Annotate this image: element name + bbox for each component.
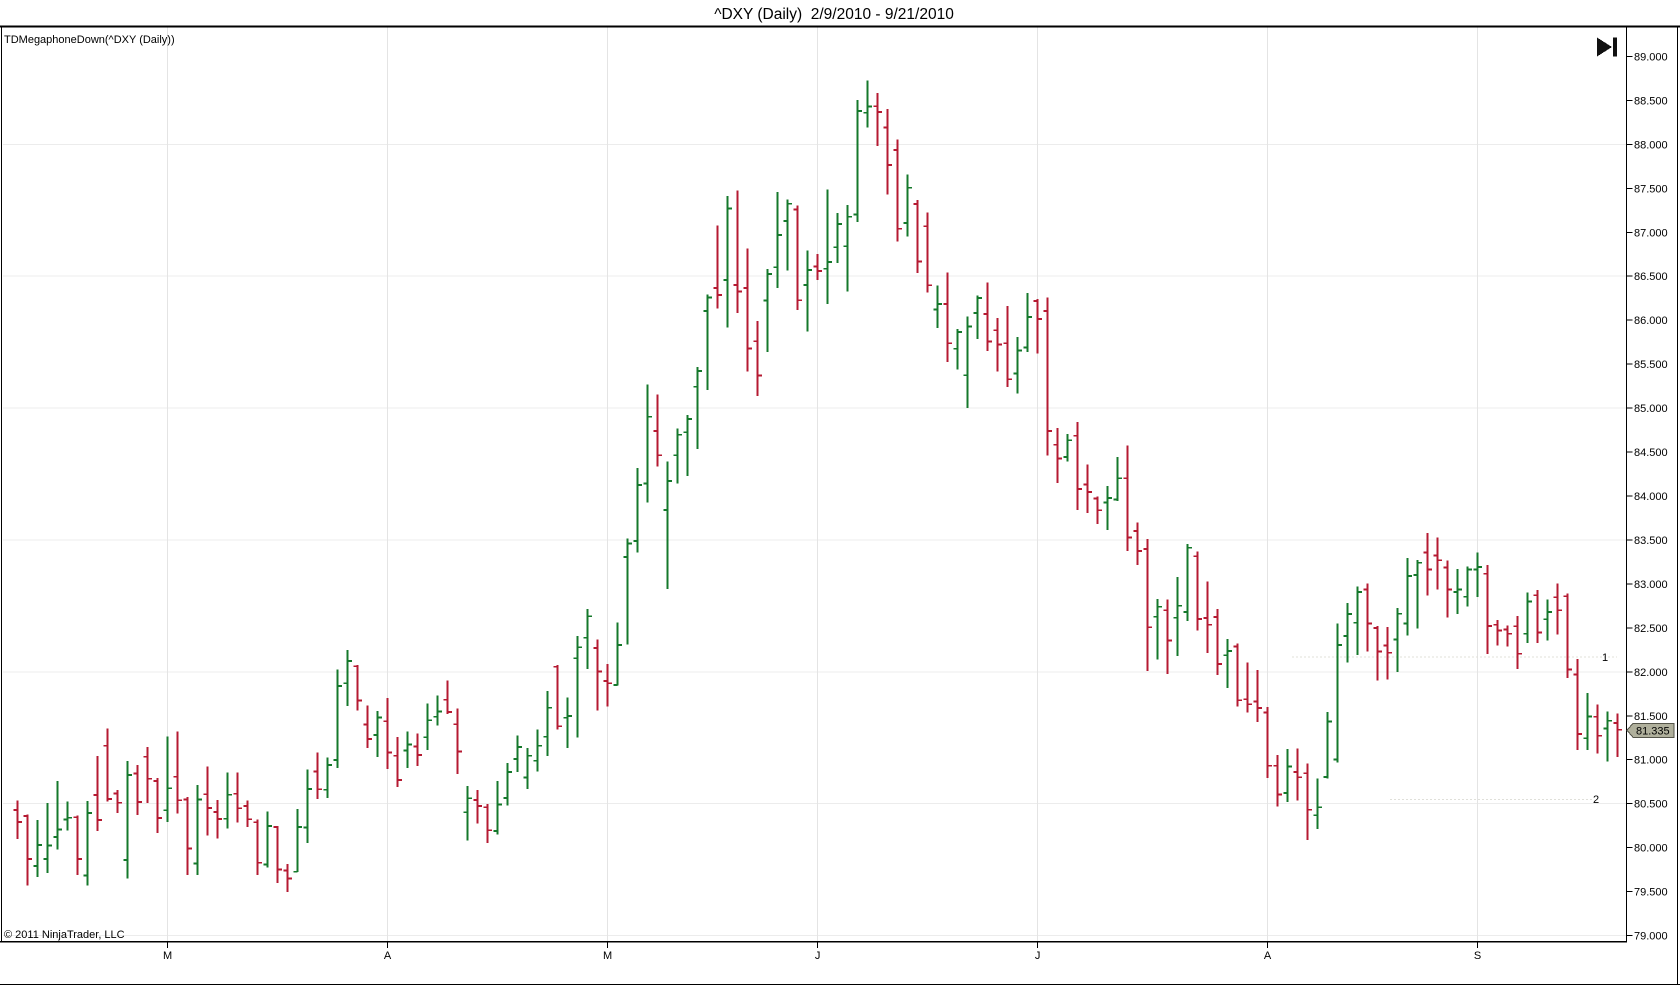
svg-text:79.000: 79.000 bbox=[1634, 931, 1668, 943]
svg-text:83.000: 83.000 bbox=[1634, 579, 1668, 591]
svg-text:2: 2 bbox=[1593, 794, 1599, 806]
svg-text:S: S bbox=[1474, 950, 1481, 962]
svg-text:85.500: 85.500 bbox=[1634, 359, 1668, 371]
svg-text:87.500: 87.500 bbox=[1634, 183, 1668, 195]
svg-text:1: 1 bbox=[1602, 652, 1608, 664]
svg-text:J: J bbox=[1035, 950, 1041, 962]
svg-text:84.500: 84.500 bbox=[1634, 447, 1668, 459]
svg-text:TDMegaphoneDown(^DXY (Daily)): TDMegaphoneDown(^DXY (Daily)) bbox=[4, 34, 175, 46]
svg-text:A: A bbox=[384, 950, 392, 962]
svg-text:J: J bbox=[815, 950, 821, 962]
svg-text:84.000: 84.000 bbox=[1634, 491, 1668, 503]
svg-text:80.000: 80.000 bbox=[1634, 843, 1668, 855]
svg-text:88.500: 88.500 bbox=[1634, 95, 1668, 107]
svg-text:80.500: 80.500 bbox=[1634, 799, 1668, 811]
svg-text:86.000: 86.000 bbox=[1634, 315, 1668, 327]
svg-text:85.000: 85.000 bbox=[1634, 403, 1668, 415]
svg-text:M: M bbox=[603, 950, 612, 962]
svg-text:A: A bbox=[1264, 950, 1272, 962]
svg-text:81.500: 81.500 bbox=[1634, 711, 1668, 723]
svg-text:81.335: 81.335 bbox=[1636, 725, 1670, 737]
svg-text:83.500: 83.500 bbox=[1634, 535, 1668, 547]
svg-text:M: M bbox=[163, 950, 172, 962]
svg-text:82.000: 82.000 bbox=[1634, 667, 1668, 679]
svg-text:88.000: 88.000 bbox=[1634, 139, 1668, 151]
svg-text:79.500: 79.500 bbox=[1634, 887, 1668, 899]
svg-text:86.500: 86.500 bbox=[1634, 271, 1668, 283]
svg-text:^DXY (Daily) 2/9/2010 - 9/21/: ^DXY (Daily) 2/9/2010 - 9/21/2010 bbox=[714, 6, 954, 23]
svg-text:87.000: 87.000 bbox=[1634, 227, 1668, 239]
svg-text:82.500: 82.500 bbox=[1634, 623, 1668, 635]
svg-text:© 2011 NinjaTrader, LLC: © 2011 NinjaTrader, LLC bbox=[4, 929, 125, 941]
svg-text:89.000: 89.000 bbox=[1634, 52, 1668, 64]
svg-text:81.000: 81.000 bbox=[1634, 755, 1668, 767]
